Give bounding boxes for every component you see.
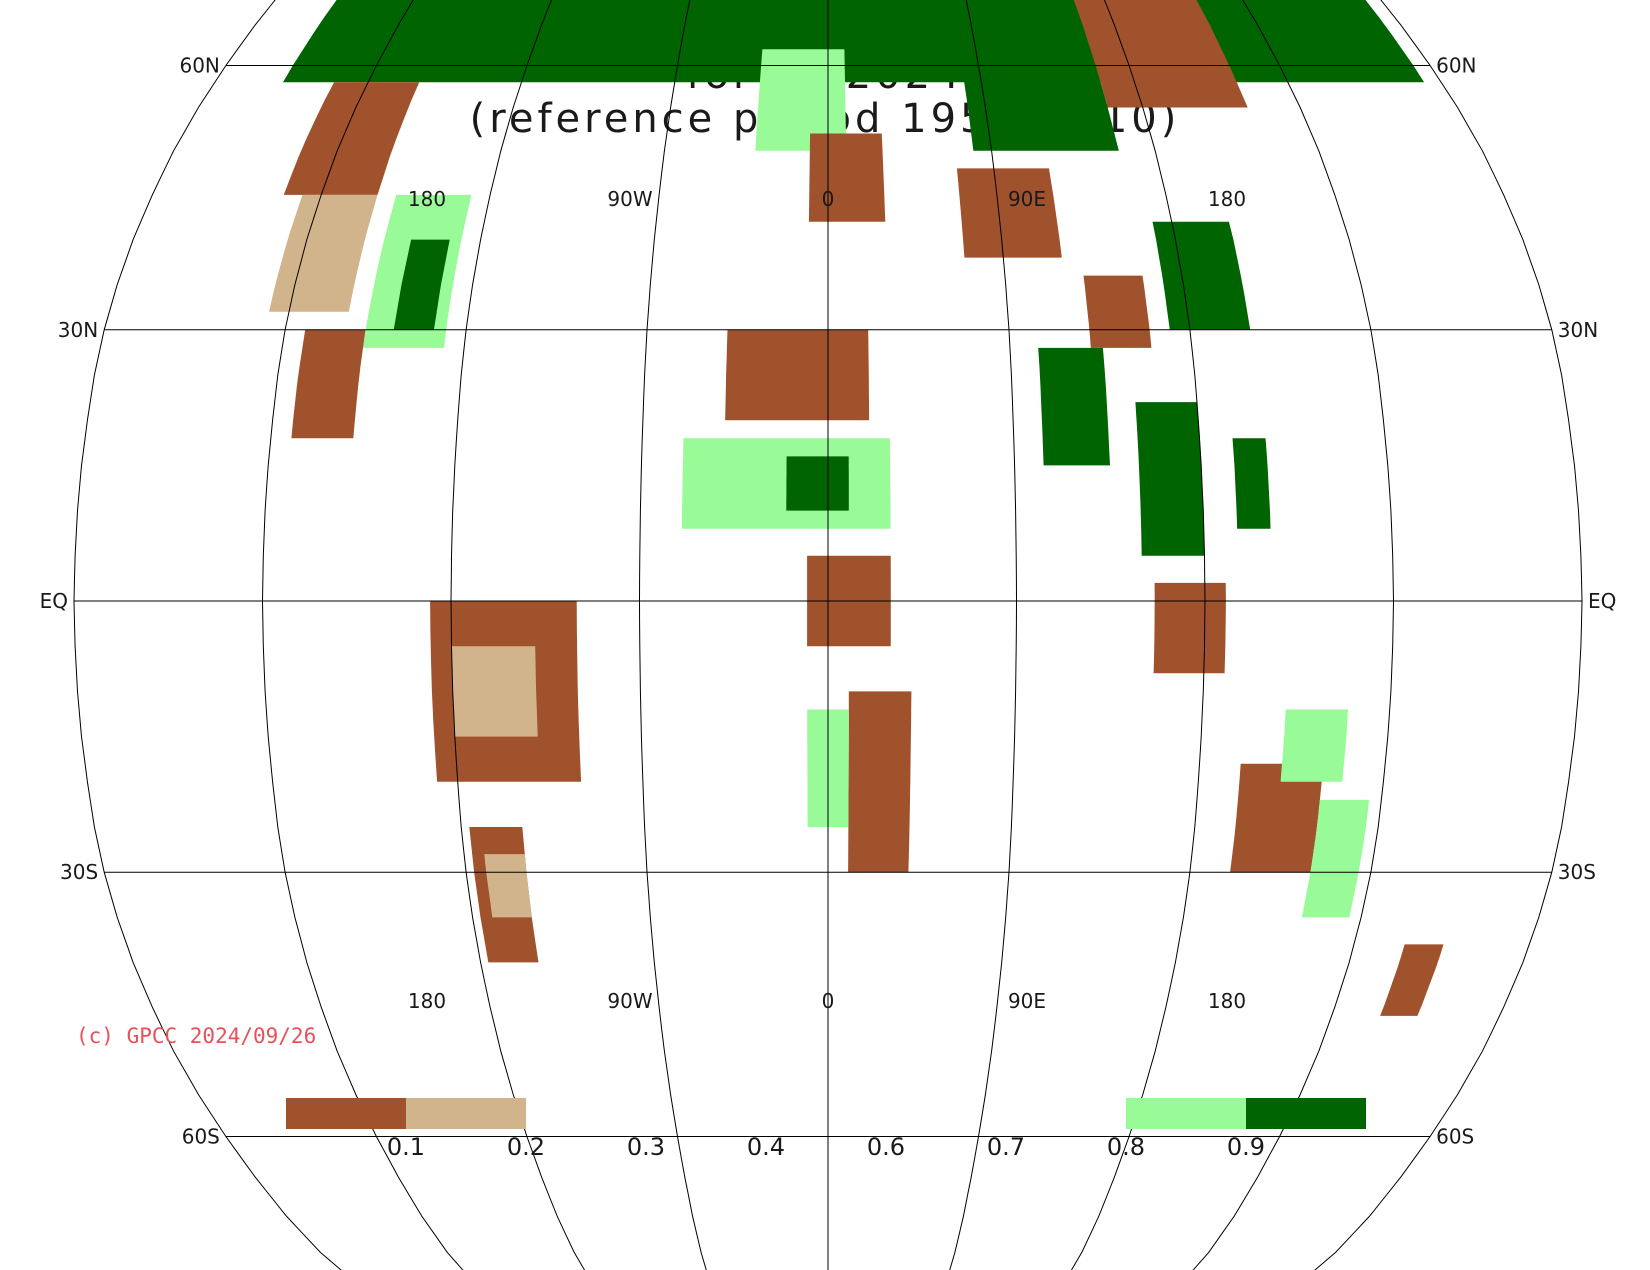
legend-tick-label: 0.3 — [627, 1133, 665, 1161]
region-amazon-tan — [451, 646, 538, 737]
lat-label-right: 30N — [1558, 318, 1598, 342]
legend-tick-label: 0.2 — [507, 1133, 545, 1161]
lat-label-left: 30S — [60, 860, 98, 884]
region-chad-darkwet — [786, 456, 849, 511]
region-mexico-dry — [291, 329, 366, 439]
region-india-wet — [1038, 347, 1110, 466]
region-nz-dry — [1380, 944, 1444, 1016]
region-greenland-wet — [589, 0, 690, 25]
region-siberia-dry — [1073, 0, 1248, 108]
region-indonesia-dry — [1153, 582, 1226, 674]
lon-label-top: 180 — [408, 187, 446, 211]
lon-label-top: 0 — [822, 187, 835, 211]
region-se-asia-wet — [1135, 402, 1205, 556]
copyright-note: (c) GPCC 2024/09/26 — [76, 1024, 317, 1048]
lat-label-left: 60S — [182, 1125, 220, 1149]
lon-label-bottom: 90W — [607, 989, 652, 1013]
meridian-line — [1070, 0, 1206, 1270]
graticule — [73, 0, 1583, 1270]
meridian-line — [1192, 0, 1395, 1270]
legend-swatch — [1246, 1098, 1366, 1129]
legend-tick-label: 0.9 — [1227, 1133, 1265, 1161]
lon-label-top: 180 — [1208, 187, 1246, 211]
meridian-line — [261, 0, 464, 1270]
region-n-africa-dry — [725, 329, 870, 421]
region-s-america-tan — [484, 854, 532, 918]
legend-tick-label: 0.6 — [867, 1133, 905, 1161]
meridian-line — [450, 0, 586, 1270]
region-australia-wet — [1301, 799, 1370, 918]
region-e-siberia-wet — [1196, 0, 1314, 66]
region-europe-wet — [755, 49, 847, 151]
region-philippines-wet — [1232, 438, 1271, 529]
region-n-australia-wet — [1280, 709, 1349, 782]
lat-label-left: 30N — [58, 318, 98, 342]
legend-tick-label: 0.1 — [387, 1133, 425, 1161]
lat-label-right: 60S — [1436, 1125, 1474, 1149]
lat-label-right: 30S — [1558, 860, 1596, 884]
legend-swatch — [406, 1098, 526, 1129]
region-australia-dry — [1230, 763, 1324, 873]
region-sahel-wet — [681, 438, 891, 529]
lon-label-bottom: 180 — [1208, 989, 1246, 1013]
lat-label-right: 60N — [1436, 54, 1476, 78]
meridian-line — [949, 0, 1018, 1270]
region-siberia-darkwet — [959, 49, 1119, 151]
legend-tick-label: 0.7 — [987, 1133, 1025, 1161]
region-central-asia-dry — [956, 168, 1062, 258]
legend-swatch — [286, 1098, 406, 1129]
legend: 0.1 0.2 0.3 0.4 0.6 0.7 0.8 0.9 — [286, 1098, 1366, 1161]
lon-label-top: 90W — [607, 187, 652, 211]
lat-label-right: EQ — [1588, 589, 1616, 613]
lat-label-left: EQ — [40, 589, 68, 613]
region-w-us-tan — [269, 194, 378, 312]
region-s-africa-dry — [848, 691, 912, 873]
map-outline — [73, 0, 1583, 1270]
region-china-darkwet — [1152, 221, 1251, 330]
region-w-canada-dry — [283, 82, 420, 195]
legend-tick-label: 0.8 — [1107, 1133, 1145, 1161]
meridian-line — [638, 0, 707, 1270]
legend-tick-label: 0.4 — [747, 1133, 785, 1161]
lat-label-left: 60N — [179, 54, 219, 78]
precip-regions — [226, 0, 1444, 1016]
lon-label-top: 90E — [1008, 187, 1046, 211]
region-tibet-dry — [1083, 275, 1152, 348]
lon-label-bottom: 0 — [822, 989, 835, 1013]
region-europe-dry — [808, 133, 886, 222]
lon-label-bottom: 90E — [1008, 989, 1046, 1013]
region-e-us-darkwet — [393, 239, 450, 330]
legend-swatch — [1126, 1098, 1246, 1129]
lon-label-bottom: 180 — [408, 989, 446, 1013]
